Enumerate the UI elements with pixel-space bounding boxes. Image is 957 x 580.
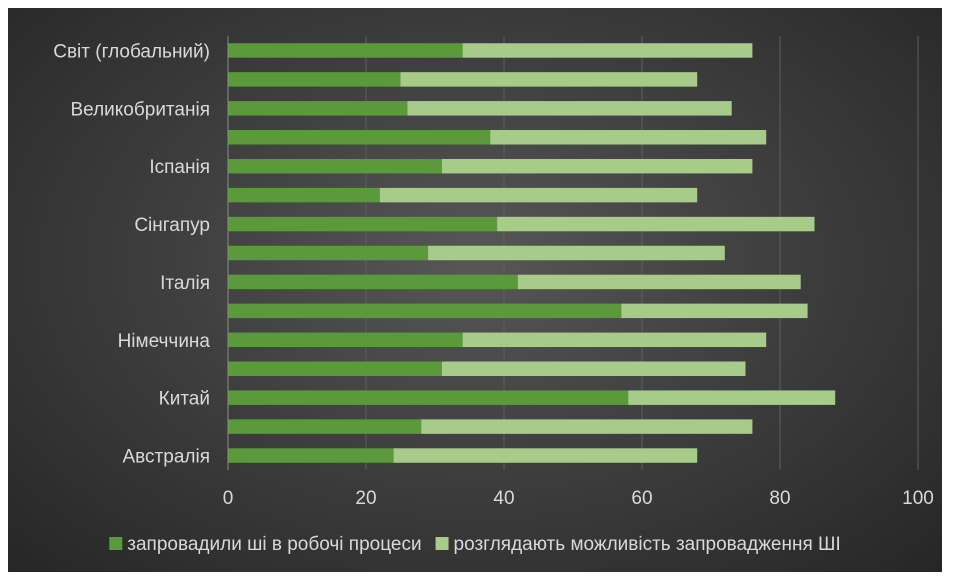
bar-considering <box>379 187 698 203</box>
legend: запровадили ші в робочі процеси розглядаю… <box>109 534 841 555</box>
legend-swatch <box>109 537 123 550</box>
x-tick-label: 40 <box>493 488 514 509</box>
bar-considering <box>628 390 836 405</box>
bar-chart: 0 20 40 60 80 100 Австралія Китай Німеччина Італі… <box>53 36 934 555</box>
y-tick-label: Сінгапур <box>134 215 210 236</box>
bars <box>228 43 836 463</box>
bar-adopted <box>228 158 442 174</box>
y-tick-label: Австралія <box>123 447 211 468</box>
x-tick-label: 0 <box>223 488 234 509</box>
x-tick-label: 80 <box>769 488 790 509</box>
bar-adopted <box>228 419 422 434</box>
bar-considering <box>490 130 767 145</box>
bar-adopted <box>228 245 429 261</box>
bar-adopted <box>228 274 518 290</box>
bar-considering <box>400 72 698 87</box>
y-tick-label: Італія <box>160 273 210 294</box>
bar-considering <box>497 216 815 232</box>
bar-considering <box>441 361 746 376</box>
y-tick-label: Німеччина <box>118 331 211 352</box>
x-tick-label: 100 <box>902 488 934 509</box>
bar-adopted <box>228 448 394 463</box>
bar-considering <box>407 101 732 116</box>
y-tick-label: Великобританія <box>70 99 210 120</box>
bar-considering <box>428 245 725 261</box>
bar-considering <box>517 274 801 290</box>
bar-adopted <box>228 332 463 348</box>
legend-swatch <box>435 537 449 550</box>
x-tick-label: 60 <box>631 488 652 509</box>
bar-adopted <box>228 72 401 87</box>
bar-adopted <box>228 216 498 232</box>
bar-considering <box>441 158 753 174</box>
legend-item: розглядають можливість запровадження ШІ <box>435 534 841 555</box>
bar-adopted <box>228 187 380 203</box>
bar-considering <box>462 332 767 348</box>
x-tick-label: 20 <box>355 488 376 509</box>
bar-adopted <box>228 303 622 319</box>
bar-adopted <box>228 130 491 145</box>
bar-adopted <box>228 361 442 376</box>
legend-label: запровадили ші в робочі процеси <box>127 534 421 555</box>
axes: 0 20 40 60 80 100 Австралія Китай Німеччина Італі… <box>53 36 934 509</box>
bar-adopted <box>228 43 463 58</box>
chart-area: 0 20 40 60 80 100 Австралія Китай Німеччина Італі… <box>8 8 942 572</box>
y-tick-label: Китай <box>159 389 210 410</box>
bar-adopted <box>228 390 629 405</box>
bar-considering <box>393 448 698 463</box>
y-tick-label: Світ (глобальний) <box>53 41 210 62</box>
bar-adopted <box>228 101 408 116</box>
bar-considering <box>462 43 753 58</box>
bar-considering <box>421 419 753 434</box>
bar-considering <box>621 303 808 319</box>
legend-label: розглядають можливість запровадження ШІ <box>454 534 841 555</box>
legend-item: запровадили ші в робочі процеси <box>109 534 422 555</box>
y-tick-label: Іспанія <box>149 157 210 178</box>
